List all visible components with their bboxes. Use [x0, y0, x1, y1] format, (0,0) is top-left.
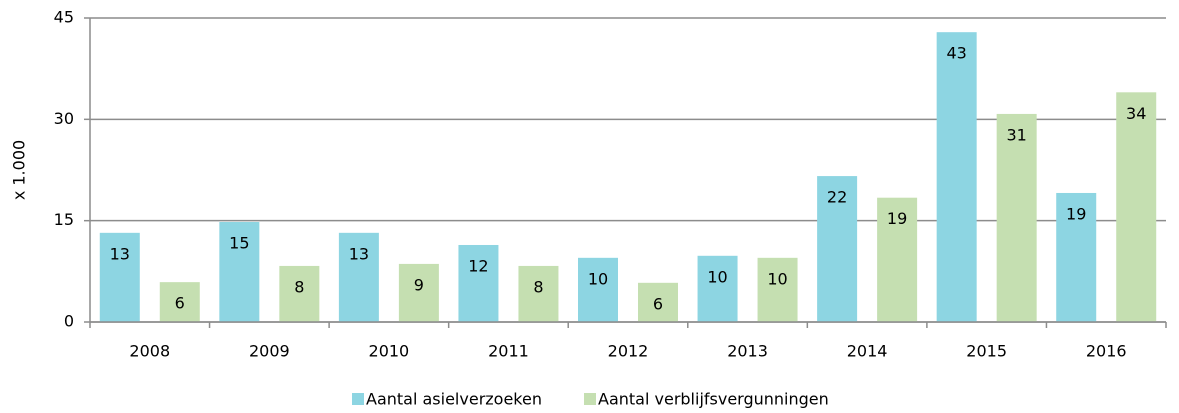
data-label: 13 — [349, 244, 369, 263]
y-tick-label: 30 — [54, 109, 74, 128]
legend-swatch — [584, 393, 596, 405]
bar — [1056, 192, 1097, 322]
bar — [518, 265, 559, 322]
y-tick-label: 45 — [54, 8, 74, 27]
x-tick-label: 2008 — [129, 342, 170, 361]
bar — [159, 282, 200, 322]
data-label: 10 — [707, 267, 727, 286]
legend-swatch — [352, 393, 364, 405]
data-label: 8 — [294, 277, 304, 296]
data-label: 22 — [827, 188, 847, 207]
x-tick-label: 2014 — [847, 342, 888, 361]
bar — [338, 232, 379, 322]
x-tick-label: 2010 — [369, 342, 410, 361]
x-tick-label: 2012 — [608, 342, 649, 361]
data-label: 19 — [1066, 204, 1086, 223]
data-label: 43 — [946, 44, 966, 63]
x-tick-label: 2016 — [1086, 342, 1127, 361]
bar — [458, 244, 499, 322]
data-label: 9 — [414, 275, 424, 294]
bar — [936, 32, 977, 322]
x-tick-label: 2013 — [727, 342, 768, 361]
data-label: 8 — [533, 277, 543, 296]
data-label: 12 — [468, 256, 488, 275]
bar — [1116, 92, 1157, 322]
x-tick-label: 2011 — [488, 342, 529, 361]
bar — [757, 257, 798, 322]
bar — [996, 113, 1037, 322]
y-axis-label: x 1.000 — [10, 140, 29, 200]
bar — [219, 222, 260, 322]
x-tick-label: 2009 — [249, 342, 290, 361]
data-label: 10 — [588, 269, 608, 288]
legend-label: Aantal asielverzoeken — [366, 390, 542, 409]
bar — [877, 197, 918, 322]
bar — [638, 282, 678, 322]
legend-label: Aantal verblijfsvergunningen — [598, 390, 829, 409]
data-label: 6 — [653, 294, 663, 313]
bar — [578, 257, 618, 322]
data-label: 34 — [1126, 104, 1146, 123]
data-label: 6 — [175, 294, 185, 313]
data-label: 15 — [229, 234, 249, 253]
y-tick-label: 15 — [54, 210, 74, 229]
data-label: 31 — [1006, 125, 1026, 144]
bar — [398, 263, 439, 322]
bar — [817, 176, 858, 322]
y-tick-label: 0 — [64, 312, 74, 331]
data-label: 13 — [110, 244, 130, 263]
bar — [697, 255, 738, 322]
data-label: 19 — [887, 209, 907, 228]
bar — [279, 265, 320, 322]
x-tick-label: 2015 — [966, 342, 1007, 361]
bar — [99, 232, 140, 322]
data-label: 10 — [767, 269, 787, 288]
